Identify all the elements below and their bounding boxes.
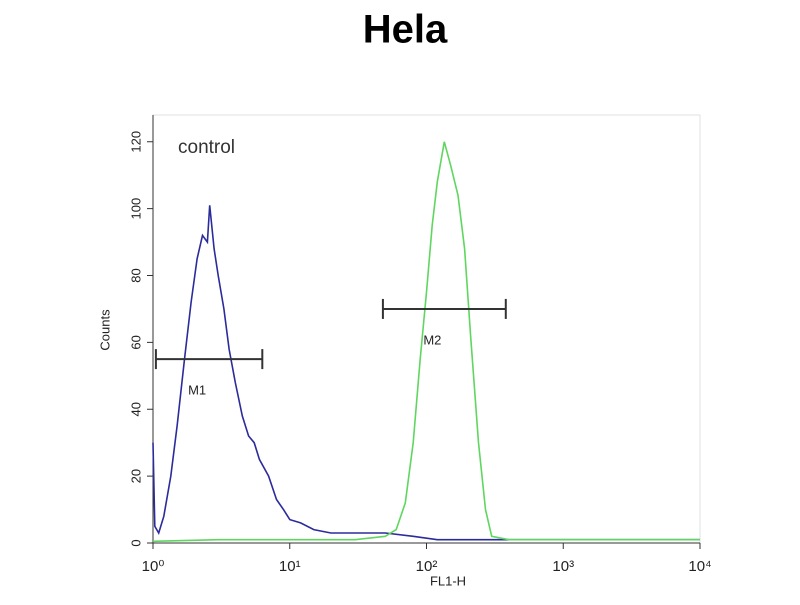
plot-frame — [152, 114, 701, 544]
y-tick-label: 40 — [128, 402, 143, 416]
y-tick-label: 20 — [128, 469, 143, 483]
annotation: control — [178, 137, 235, 158]
y-tick-label: 80 — [128, 268, 143, 282]
chart-title: Hela — [363, 8, 448, 52]
histogram-line — [152, 205, 700, 541]
x-tick-label: 10⁰ — [142, 558, 165, 575]
histogram-line — [152, 141, 700, 543]
marker-label: M2 — [423, 332, 441, 347]
y-tick-label: 120 — [128, 131, 143, 153]
x-tick-label: 10⁴ — [688, 558, 711, 575]
x-tick-label: 10³ — [552, 558, 574, 575]
x-tick-label: 10¹ — [279, 558, 301, 575]
y-tick-label: 100 — [128, 198, 143, 220]
y-axis-label: Counts — [97, 309, 112, 351]
y-tick-label: 0 — [128, 539, 143, 546]
marker-label: M1 — [188, 383, 206, 398]
x-tick-label: 10² — [416, 558, 438, 575]
x-axis-label: FL1-H — [430, 573, 466, 588]
y-tick-label: 60 — [128, 335, 143, 349]
